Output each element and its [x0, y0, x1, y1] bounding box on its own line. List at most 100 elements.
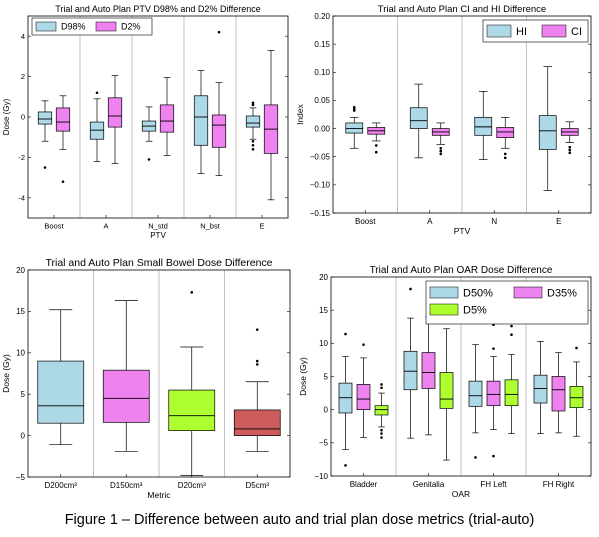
flier-point	[474, 456, 477, 459]
box-ci-4	[560, 121, 579, 155]
box-d98pct-3	[141, 106, 157, 161]
y-tick-label: −0.10	[310, 181, 331, 190]
x-tick-label: N	[491, 217, 497, 226]
y-tick-label: 20	[319, 273, 328, 282]
box-d50pct-1	[338, 332, 353, 467]
box-d35pct-3	[486, 323, 501, 458]
flier-point	[380, 432, 383, 435]
legend: D50% D35% D5%	[425, 280, 589, 325]
y-tick-label: 10	[319, 339, 328, 348]
box-ci-3	[496, 116, 515, 160]
flier-point	[43, 166, 47, 169]
box-d2pct-5	[263, 49, 279, 201]
box-body	[403, 350, 418, 391]
box-hi-3	[474, 91, 493, 160]
flier-point	[380, 386, 383, 390]
box-d2pct-3	[159, 77, 175, 156]
flier-point	[409, 287, 412, 291]
flier-point	[217, 30, 221, 34]
y-tick-label: −5	[16, 473, 26, 482]
flier-point	[374, 144, 378, 147]
x-tick-label: E	[556, 217, 561, 226]
y-tick-label: 0.05	[314, 96, 330, 105]
box-hi-4	[538, 66, 557, 191]
flier-point	[61, 180, 65, 183]
chart-panel-1: Trial and Auto Plan PTV D98% and D2% Dif…	[2, 4, 289, 240]
flier-point	[352, 109, 356, 112]
flier-point	[439, 146, 443, 150]
x-tick-label: N_bst	[200, 222, 221, 231]
x-tick-label: FH Right	[543, 480, 575, 489]
box-d35pct-2	[421, 316, 436, 436]
box-d5pct-1	[374, 383, 389, 439]
box-hi-2	[409, 83, 428, 159]
flier-point	[255, 328, 259, 331]
flier-point	[255, 359, 259, 363]
box-body	[89, 121, 105, 140]
box-series-1-1	[37, 309, 85, 446]
box-body	[37, 360, 85, 424]
x-tick-label: N_std	[148, 222, 168, 231]
flier-point	[251, 103, 255, 107]
box-body	[374, 405, 389, 416]
flier-point	[568, 151, 572, 155]
flier-point	[503, 156, 507, 160]
x-tick-label: Bladder	[350, 480, 378, 489]
legend-swatch	[513, 286, 543, 299]
x-axis-label: Metric	[147, 490, 171, 500]
flier-point	[380, 383, 383, 386]
legend-swatch	[35, 21, 57, 32]
flier-point	[510, 324, 513, 328]
box-series-2-2	[102, 300, 150, 452]
y-tick-label: 0.20	[314, 12, 330, 21]
box-d35pct-1	[356, 343, 371, 438]
box-body	[102, 369, 150, 423]
flier-point	[380, 428, 383, 432]
box-body	[533, 374, 548, 404]
x-tick-label: D5cm³	[245, 481, 269, 490]
box-d50pct-2	[403, 287, 418, 439]
box-ci-2	[431, 122, 450, 156]
y-tick-label: -2	[18, 153, 25, 162]
legend-swatch	[429, 286, 459, 299]
legend-label: CI	[571, 26, 582, 38]
y-tick-label: 5	[324, 372, 329, 381]
box-body	[538, 115, 557, 150]
y-tick-label: 15	[319, 306, 328, 315]
figure-caption: Figure 1 – Difference between auto and t…	[64, 512, 535, 528]
y-tick-label: −0.15	[310, 209, 331, 218]
x-tick-label: FH Left	[480, 480, 507, 489]
flier-point	[503, 152, 507, 156]
flier-point	[374, 150, 378, 154]
chart-title: Trial and Auto Plan CI and HI Difference	[378, 4, 546, 15]
y-tick-label: 10	[16, 349, 25, 358]
axes-frame	[332, 15, 592, 214]
box-body	[233, 409, 281, 436]
legend: HI CI	[482, 19, 589, 43]
box-d2pct-4	[211, 30, 227, 176]
box-body	[486, 380, 501, 407]
flier-point	[380, 436, 383, 439]
flier-point	[251, 101, 255, 105]
box-series-4-4	[233, 328, 281, 452]
x-tick-label: D20cm³	[178, 481, 206, 490]
box-body	[504, 379, 519, 407]
flier-point	[362, 343, 365, 346]
legend-label: D5%	[463, 304, 487, 316]
y-tick-label: 2	[21, 72, 25, 81]
box-d50pct-3	[468, 344, 483, 459]
axes-frame	[330, 276, 592, 477]
flier-point	[575, 346, 578, 350]
legend-label: HI	[516, 26, 527, 38]
y-tick-label: 0	[21, 431, 26, 440]
flier-point	[190, 291, 194, 294]
y-tick-label: 0.00	[314, 124, 330, 133]
y-tick-label: −10	[314, 472, 328, 481]
flier-point	[147, 158, 151, 161]
flier-point	[439, 149, 443, 153]
x-axis-label: OAR	[452, 489, 470, 499]
chart-title: Trial and Auto Plan Small Bowel Dose Dif…	[45, 257, 272, 269]
box-body	[193, 95, 209, 146]
box-d50pct-4	[533, 340, 548, 434]
legend-label: D50%	[463, 287, 493, 299]
